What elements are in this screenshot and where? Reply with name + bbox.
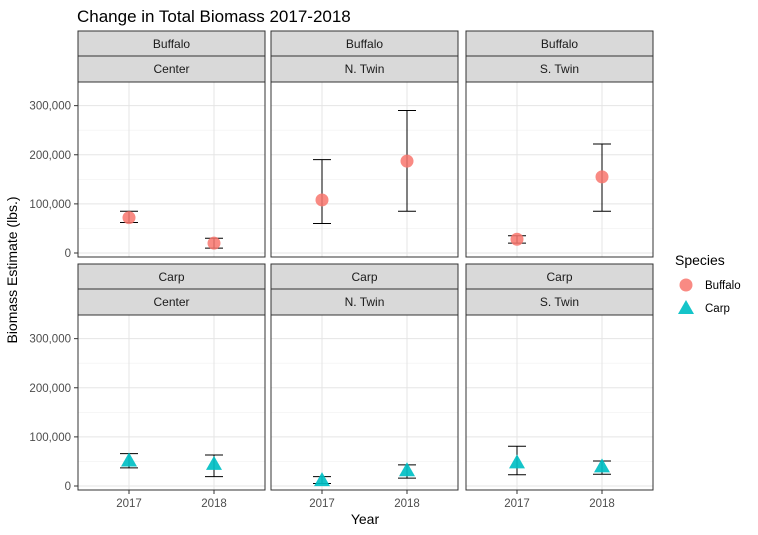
legend-title: Species: [675, 252, 725, 268]
panel-border: [77, 314, 266, 491]
data-point: [594, 458, 610, 473]
x-axis-title: Year: [351, 511, 380, 527]
facet-strip-site-label: N. Twin: [345, 295, 385, 309]
legend-entry-label: Carp: [705, 303, 730, 315]
x-tick-label: 2017: [116, 498, 142, 510]
panel-background: [271, 82, 458, 257]
data-point: [206, 455, 222, 470]
facet-strip-site-label: S. Twin: [540, 62, 579, 76]
y-tick-label: 300,000: [29, 101, 71, 113]
facet-strip-site-label: Center: [153, 62, 189, 76]
y-tick-label: 100,000: [29, 432, 71, 444]
facet-strip-species-label: Carp: [546, 270, 572, 284]
facet-strip-species: [465, 30, 654, 57]
data-point: [400, 154, 414, 168]
legend-entry-label: Buffalo: [705, 280, 741, 292]
y-tick-label: 300,000: [29, 334, 71, 346]
panel-border: [465, 81, 654, 258]
panel-background: [78, 315, 265, 490]
facet-strip-site-label: S. Twin: [540, 295, 579, 309]
chart-title: Change in Total Biomass 2017-2018: [77, 7, 351, 26]
facet-strip-species-label: Buffalo: [153, 37, 190, 51]
x-tick-label: 2017: [309, 498, 335, 510]
panel-background: [271, 315, 458, 490]
facet-strip-species: [465, 263, 654, 290]
y-axes: 0 100,000 200,000 300,000 0 100,000 200,000 300…: [29, 101, 78, 493]
panel-background: [466, 315, 653, 490]
data-point: [509, 454, 525, 469]
facet-strip-species: [77, 30, 266, 57]
legend-key-buffalo: [679, 278, 693, 292]
data-point: [315, 193, 329, 207]
data-point: [207, 236, 221, 250]
facet-panel: Carp N. Twin: [270, 263, 459, 491]
data-point: [121, 452, 137, 467]
facet-strip-site: [270, 288, 459, 316]
facet-strip-site: [465, 55, 654, 83]
panel-background: [466, 82, 653, 257]
facet-panel: Carp Center: [77, 263, 266, 491]
facet-strip-species-label: Buffalo: [346, 37, 383, 51]
y-tick-label: 200,000: [29, 383, 71, 395]
facet-strip-site-label: Center: [153, 295, 189, 309]
facet-panel: Carp S. Twin: [465, 263, 654, 491]
facet-strip-species-label: Carp: [158, 270, 184, 284]
x-tick-label: 2018: [201, 498, 227, 510]
x-tick-label: 2017: [504, 498, 530, 510]
facet-strip-site: [77, 55, 266, 83]
y-tick-label: 200,000: [29, 150, 71, 162]
x-tick-label: 2018: [589, 498, 615, 510]
legend: Species Buffalo Carp: [675, 252, 741, 315]
facet-strip-species-label: Carp: [351, 270, 377, 284]
data-point: [510, 232, 524, 246]
panel-border: [270, 314, 459, 491]
panel-border: [465, 314, 654, 491]
y-tick-label: 100,000: [29, 199, 71, 211]
panel-border: [77, 81, 266, 258]
legend-key-carp: [678, 300, 694, 314]
data-point: [399, 462, 415, 477]
facet-panel: Buffalo Center: [77, 30, 266, 258]
facet-panel: Buffalo N. Twin: [270, 30, 459, 258]
facet-strip-site-label: N. Twin: [345, 62, 385, 76]
y-tick-label: 0: [65, 248, 71, 260]
data-point: [595, 170, 609, 184]
data-point: [122, 211, 136, 225]
facet-panels: Buffalo Center Buffalo N. Twin Buffalo S. Twi…: [77, 30, 654, 491]
facet-strip-species-label: Buffalo: [541, 37, 578, 51]
facet-strip-species: [270, 263, 459, 290]
panel-border: [270, 81, 459, 258]
facet-strip-species: [270, 30, 459, 57]
y-tick-label: 0: [65, 481, 71, 493]
y-axis-title: Biomass Estimate (lbs.): [4, 196, 20, 343]
x-tick-label: 2018: [394, 498, 420, 510]
facet-panel: Buffalo S. Twin: [465, 30, 654, 258]
panel-background: [78, 82, 265, 257]
data-point: [314, 472, 330, 487]
x-axis: 2017 2018 2017 2018 2017 2018: [116, 490, 615, 510]
